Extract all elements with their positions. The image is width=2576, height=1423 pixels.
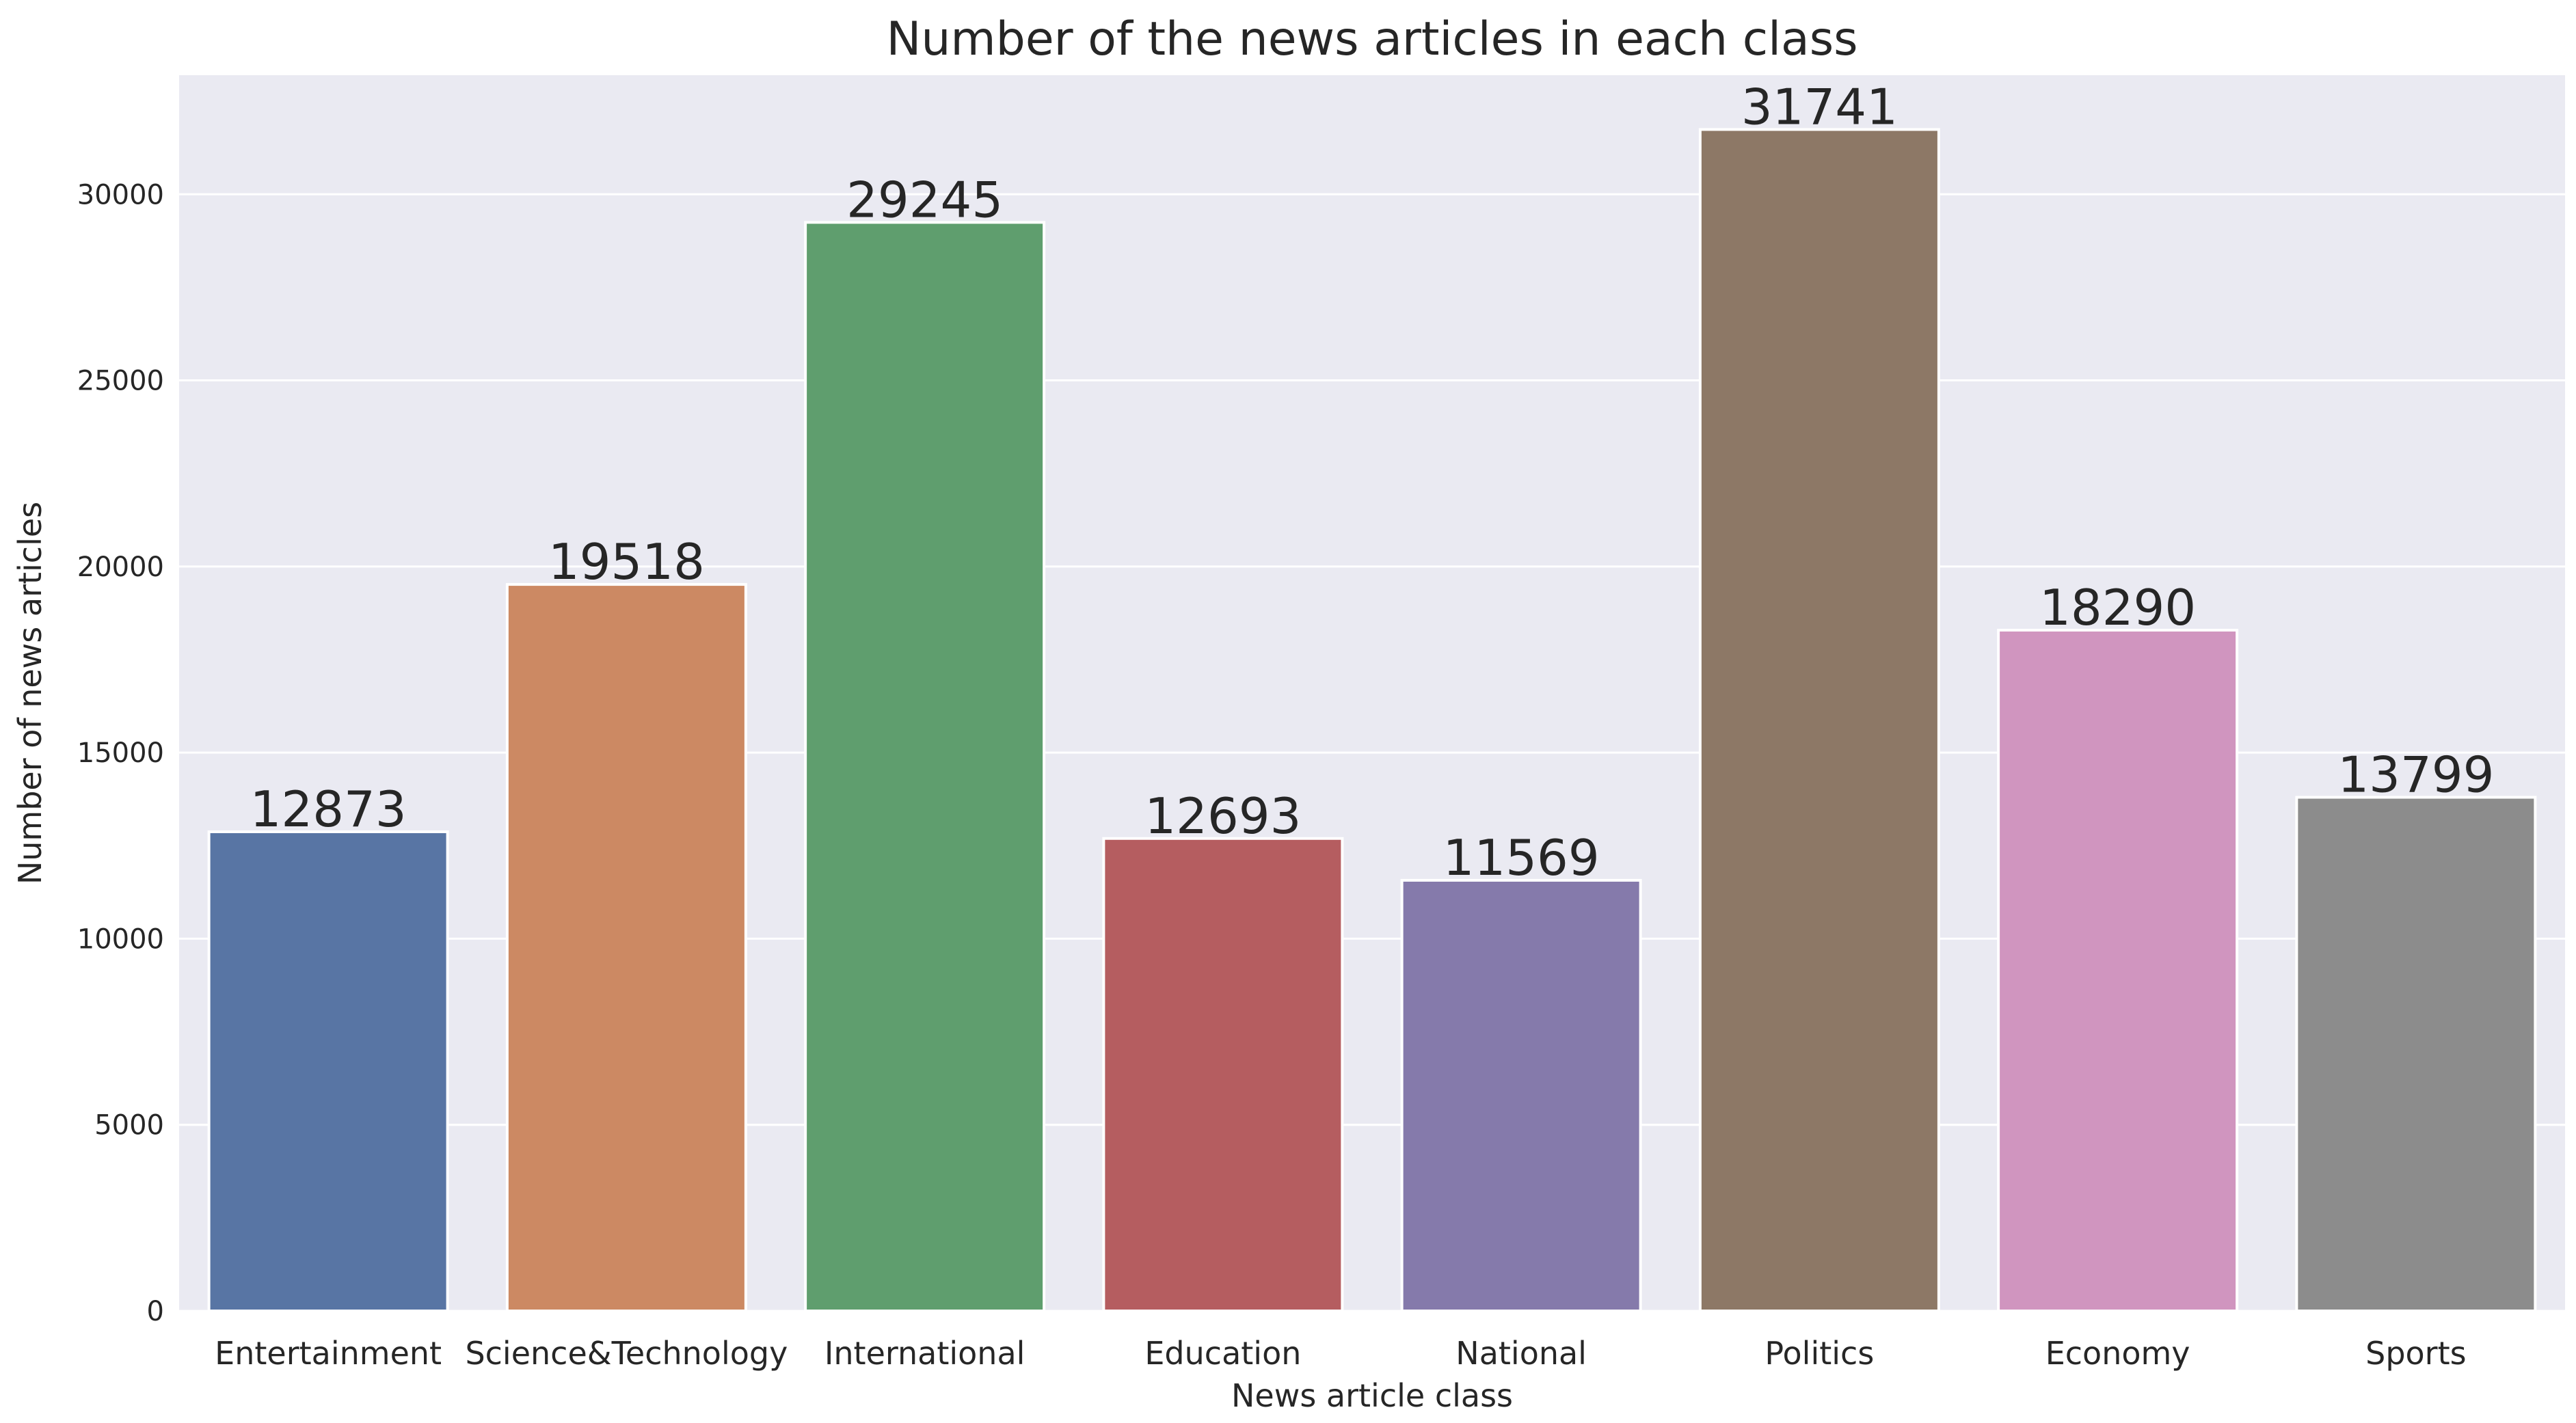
bar-politics <box>1698 128 1940 1312</box>
bar-entertainment <box>207 830 449 1312</box>
bar-economy <box>1997 628 2239 1312</box>
x-tick-label-international: International <box>824 1335 1025 1372</box>
bar-international <box>804 221 1046 1312</box>
x-tick-label-education: Education <box>1144 1335 1301 1372</box>
value-label-entertainment: 12873 <box>250 781 407 838</box>
y-tick-label-30000: 30000 <box>77 179 164 211</box>
value-label-international: 29245 <box>846 171 1003 228</box>
x-tick-label-entertainment: Entertainment <box>215 1335 442 1372</box>
bar-education <box>1102 837 1344 1312</box>
value-label-education: 12693 <box>1144 787 1301 845</box>
x-tick-label-economy: Economy <box>2045 1335 2190 1372</box>
value-label-economy: 18290 <box>2039 579 2196 636</box>
value-label-politics: 31741 <box>1741 78 1898 135</box>
x-tick-label-sports: Sports <box>2365 1335 2466 1372</box>
value-label-national: 11569 <box>1443 829 1600 886</box>
chart-title: Number of the news articles in each clas… <box>886 12 1857 66</box>
y-tick-label-25000: 25000 <box>77 366 164 397</box>
x-tick-label-politics: Politics <box>1765 1335 1874 1372</box>
value-label-sports: 13799 <box>2337 746 2494 804</box>
x-axis-label: News article class <box>1231 1377 1513 1414</box>
y-tick-label-0: 0 <box>147 1296 164 1327</box>
bar-science-technology <box>505 583 747 1312</box>
bar-national <box>1400 878 1642 1312</box>
bars <box>207 128 2537 1312</box>
bar-sports <box>2295 796 2537 1312</box>
x-tick-label-national: National <box>1455 1335 1587 1372</box>
y-tick-label-10000: 10000 <box>77 923 164 955</box>
y-tick-label-5000: 5000 <box>94 1110 164 1141</box>
value-label-science-technology: 19518 <box>548 533 705 591</box>
y-axis-ticks: 0 5000 10000 15000 20000 25000 30000 <box>77 179 164 1327</box>
value-labels: 12873 19518 29245 12693 11569 31741 18290 13799 <box>250 78 2495 886</box>
y-tick-label-15000: 15000 <box>77 737 164 769</box>
x-tick-label-science-technology: Science&Technology <box>465 1335 788 1372</box>
y-axis-label: Number of news articles <box>12 502 49 884</box>
x-axis-ticks: Entertainment Science&Technology Internati… <box>215 1335 2466 1372</box>
y-tick-label-20000: 20000 <box>77 552 164 583</box>
